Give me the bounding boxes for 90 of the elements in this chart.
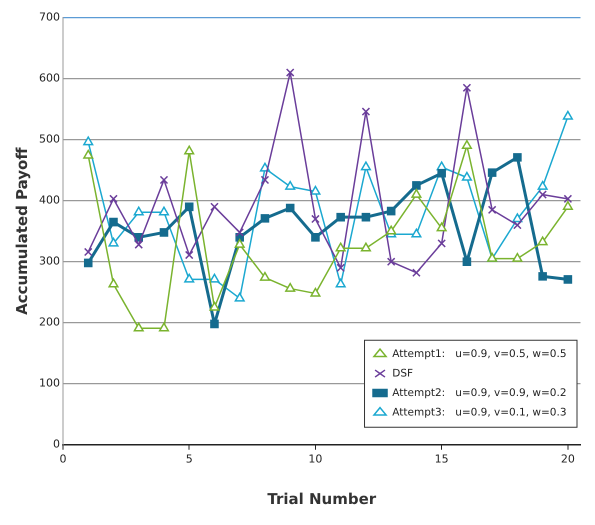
point xyxy=(362,212,370,222)
point xyxy=(184,274,194,283)
point xyxy=(134,322,144,332)
point xyxy=(260,272,270,281)
point xyxy=(286,204,294,212)
point xyxy=(311,214,320,224)
point xyxy=(564,194,572,204)
point xyxy=(184,202,194,212)
point xyxy=(386,225,396,234)
y-tick-label: 400 xyxy=(38,194,60,207)
point xyxy=(562,201,573,210)
point xyxy=(437,168,446,178)
point xyxy=(184,146,194,155)
point xyxy=(160,228,168,237)
point xyxy=(158,206,170,216)
point xyxy=(83,136,94,146)
point xyxy=(564,275,572,284)
point xyxy=(235,228,244,237)
point xyxy=(538,236,548,246)
point xyxy=(411,228,422,238)
legend-label: DSF xyxy=(392,367,414,380)
y-tick-label: 700 xyxy=(38,10,60,24)
point xyxy=(513,220,522,230)
x-tick-label: 15 xyxy=(434,452,449,466)
point xyxy=(210,320,219,328)
x-tick-label: 5 xyxy=(186,452,193,466)
point xyxy=(285,180,296,190)
point xyxy=(360,161,372,170)
point xyxy=(336,278,346,288)
point xyxy=(134,240,144,249)
y-tick-label: 500 xyxy=(38,132,60,146)
legend-label: Attempt1: u=0.9, v=0.5, w=0.5 xyxy=(392,348,567,360)
legend-label: Attempt3: u=0.9, v=0.1, w=0.3 xyxy=(392,406,567,418)
point xyxy=(109,218,118,226)
point xyxy=(286,68,294,77)
point xyxy=(134,206,144,216)
point xyxy=(160,176,168,184)
y-tick-label: 0 xyxy=(52,438,60,451)
point xyxy=(437,239,446,248)
x-tick-label: 10 xyxy=(308,452,322,466)
point xyxy=(462,84,472,92)
point xyxy=(336,212,345,222)
point xyxy=(386,206,396,216)
point xyxy=(411,188,422,198)
point xyxy=(108,278,119,288)
point xyxy=(310,288,321,297)
point xyxy=(158,322,170,332)
point xyxy=(512,252,522,262)
point xyxy=(234,238,245,248)
y-axis-title: Accumulated Payoff xyxy=(12,146,31,315)
point xyxy=(386,257,396,266)
point xyxy=(360,242,372,252)
point xyxy=(260,176,270,184)
point xyxy=(234,292,245,302)
point xyxy=(462,140,472,150)
point xyxy=(209,274,220,283)
y-tick-label: 100 xyxy=(38,376,60,390)
point xyxy=(260,214,270,223)
point xyxy=(285,282,296,292)
point xyxy=(336,242,346,252)
point xyxy=(538,272,547,281)
point xyxy=(336,264,345,272)
point xyxy=(311,233,320,242)
point xyxy=(84,248,93,256)
point xyxy=(462,257,472,266)
point xyxy=(412,181,421,190)
point xyxy=(488,168,496,177)
point xyxy=(108,238,119,247)
x-tick-label: 20 xyxy=(560,452,575,466)
point xyxy=(562,110,573,120)
point xyxy=(83,150,94,159)
point xyxy=(436,222,447,232)
point xyxy=(488,206,496,214)
legend-label: Attempt2: u=0.9, v=0.9, w=0.2 xyxy=(392,386,567,399)
point xyxy=(210,202,219,212)
point xyxy=(513,153,522,162)
point xyxy=(209,302,220,311)
y-tick-label: 300 xyxy=(38,254,60,268)
y-tick-label: 600 xyxy=(38,71,60,84)
point xyxy=(462,172,472,181)
point xyxy=(310,186,321,195)
point xyxy=(412,268,421,277)
point xyxy=(362,107,370,116)
point xyxy=(184,250,194,260)
point xyxy=(84,258,93,268)
point xyxy=(109,194,118,204)
y-tick-label: 200 xyxy=(38,316,60,329)
x-axis-title: Trial Number xyxy=(267,490,377,508)
point xyxy=(538,180,548,190)
point xyxy=(538,190,547,199)
